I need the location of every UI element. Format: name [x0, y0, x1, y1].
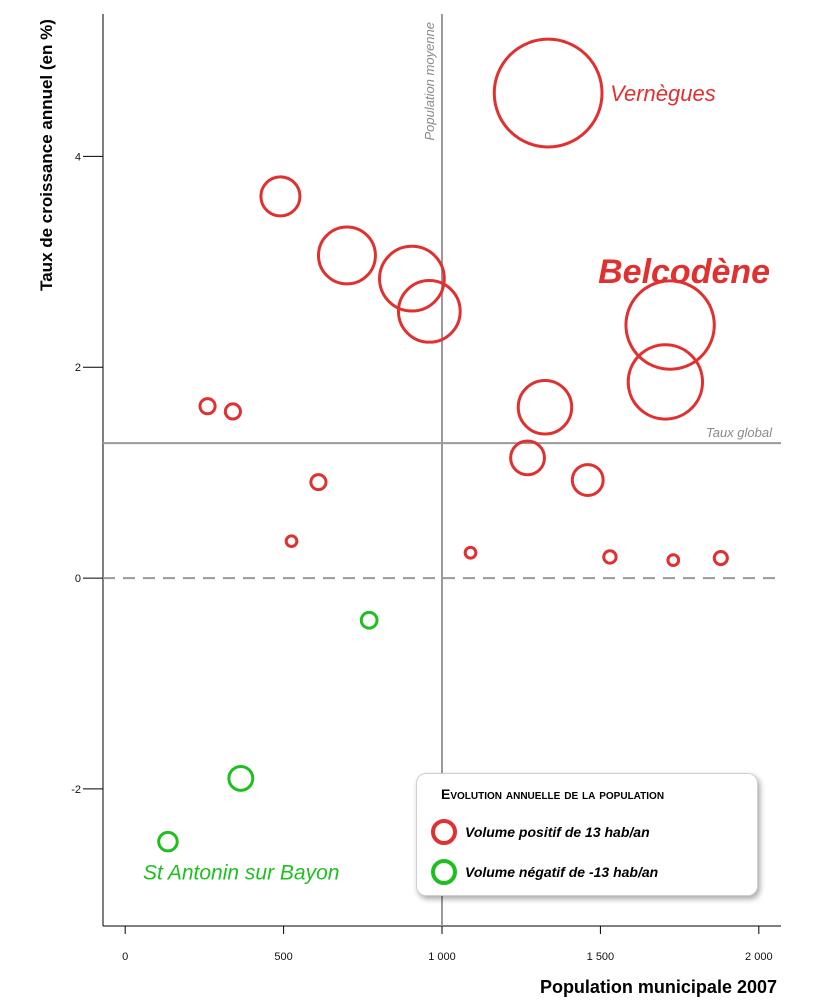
- legend-swatch-positive: [431, 819, 457, 845]
- bubble-point: [284, 534, 299, 549]
- point-label-st-antonin: St Antonin sur Bayon: [143, 862, 340, 885]
- bubble-point: [317, 225, 377, 286]
- bubble-point: [227, 764, 255, 792]
- legend-title: Evolution annuelle de la population: [441, 786, 665, 802]
- y-tick-label: -2: [71, 784, 81, 796]
- bubble-point: [509, 439, 546, 477]
- legend-entry-positive: Volume positif de 13 hab/an: [431, 817, 650, 847]
- bubble-point: [463, 545, 478, 560]
- bubble-point: [259, 175, 302, 218]
- point-label-vernegues: Vernègues: [610, 81, 716, 106]
- y-tick-label: 4: [75, 151, 81, 163]
- legend-entry-negative: Volume négatif de -13 hab/an: [431, 857, 658, 887]
- bubble-point: [492, 37, 604, 149]
- bubble-point: [570, 463, 605, 497]
- bubble-point: [666, 553, 681, 567]
- legend-label-negative: Volume négatif de -13 hab/an: [465, 864, 659, 880]
- bubble-point: [309, 473, 328, 492]
- x-tick-label: 1 500: [587, 951, 615, 963]
- x-tick-label: 2 000: [745, 951, 773, 963]
- y-tick-label: 2: [75, 362, 81, 374]
- legend-swatch-negative: [431, 859, 457, 885]
- bubble-point: [157, 830, 179, 853]
- y-axis-title: Taux de croissance annuel (en %): [37, 19, 56, 291]
- bubble-point: [223, 402, 242, 421]
- legend-label-positive: Volume positif de 13 hab/an: [465, 824, 650, 840]
- bubble-point: [198, 397, 217, 416]
- x-axis-title: Population municipale 2007: [540, 977, 777, 997]
- y-tick-label: 0: [75, 573, 81, 585]
- x-tick-label: 0: [122, 951, 128, 963]
- mean-population-label: Population moyenne: [422, 22, 437, 141]
- bubble-point: [359, 610, 379, 630]
- bubble-point: [396, 278, 462, 344]
- bubble-point: [378, 244, 446, 313]
- legend: Evolution annuelle de la population Volu…: [416, 773, 758, 896]
- x-tick-label: 500: [274, 951, 292, 963]
- x-tick-label: 1 000: [428, 951, 456, 963]
- global-rate-label: Taux global: [706, 425, 773, 440]
- bubble-point: [712, 549, 729, 567]
- point-label-belcodene: Belcodène: [598, 253, 770, 291]
- bubble-point: [626, 343, 705, 421]
- bubble-point: [624, 279, 716, 371]
- bubble-point: [516, 379, 574, 436]
- bubble-point: [602, 549, 618, 565]
